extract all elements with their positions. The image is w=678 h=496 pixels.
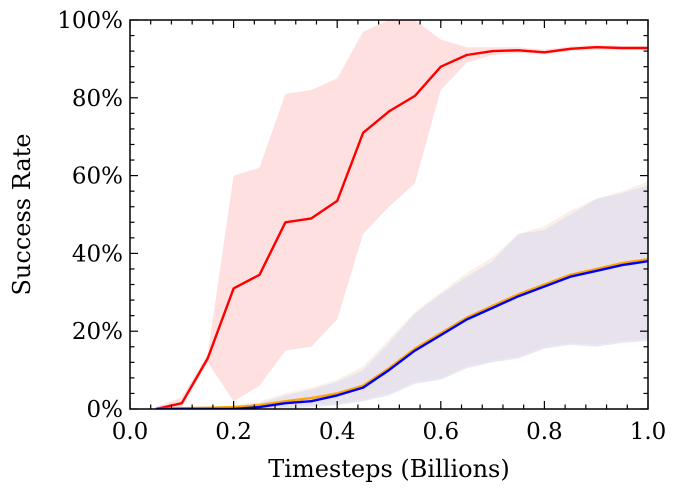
y-tick-labels: 0% 20% 40% 60% 80% 100% <box>57 8 123 423</box>
y-tick-label: 0% <box>87 397 124 423</box>
x-tick-label: 1.0 <box>630 419 667 445</box>
confidence-band-2 <box>155 185 648 409</box>
y-tick-label: 60% <box>72 164 123 190</box>
series-line-0 <box>155 46 648 409</box>
y-tick-label: 40% <box>72 241 123 267</box>
x-tick-label: 0.2 <box>215 419 252 445</box>
x-tick-label: 0.8 <box>526 419 563 445</box>
y-tick-label: 100% <box>57 8 123 34</box>
y-tick-label: 20% <box>72 319 123 345</box>
x-tick-label: 0.6 <box>423 419 460 445</box>
y-tick-label: 80% <box>72 86 123 112</box>
confidence-bands <box>155 20 648 409</box>
x-axis-label: Timesteps (Billions) <box>268 455 509 483</box>
confidence-band-0 <box>155 20 648 409</box>
plot-frame <box>129 19 649 410</box>
series-line-1 <box>155 258 648 409</box>
y-axis-label: Success Rate <box>8 133 36 295</box>
x-tick-label: 0.4 <box>319 419 356 445</box>
x-tick-labels: 0.0 0.2 0.4 0.6 0.8 1.0 <box>112 419 667 445</box>
x-tick-label: 0.0 <box>112 419 149 445</box>
